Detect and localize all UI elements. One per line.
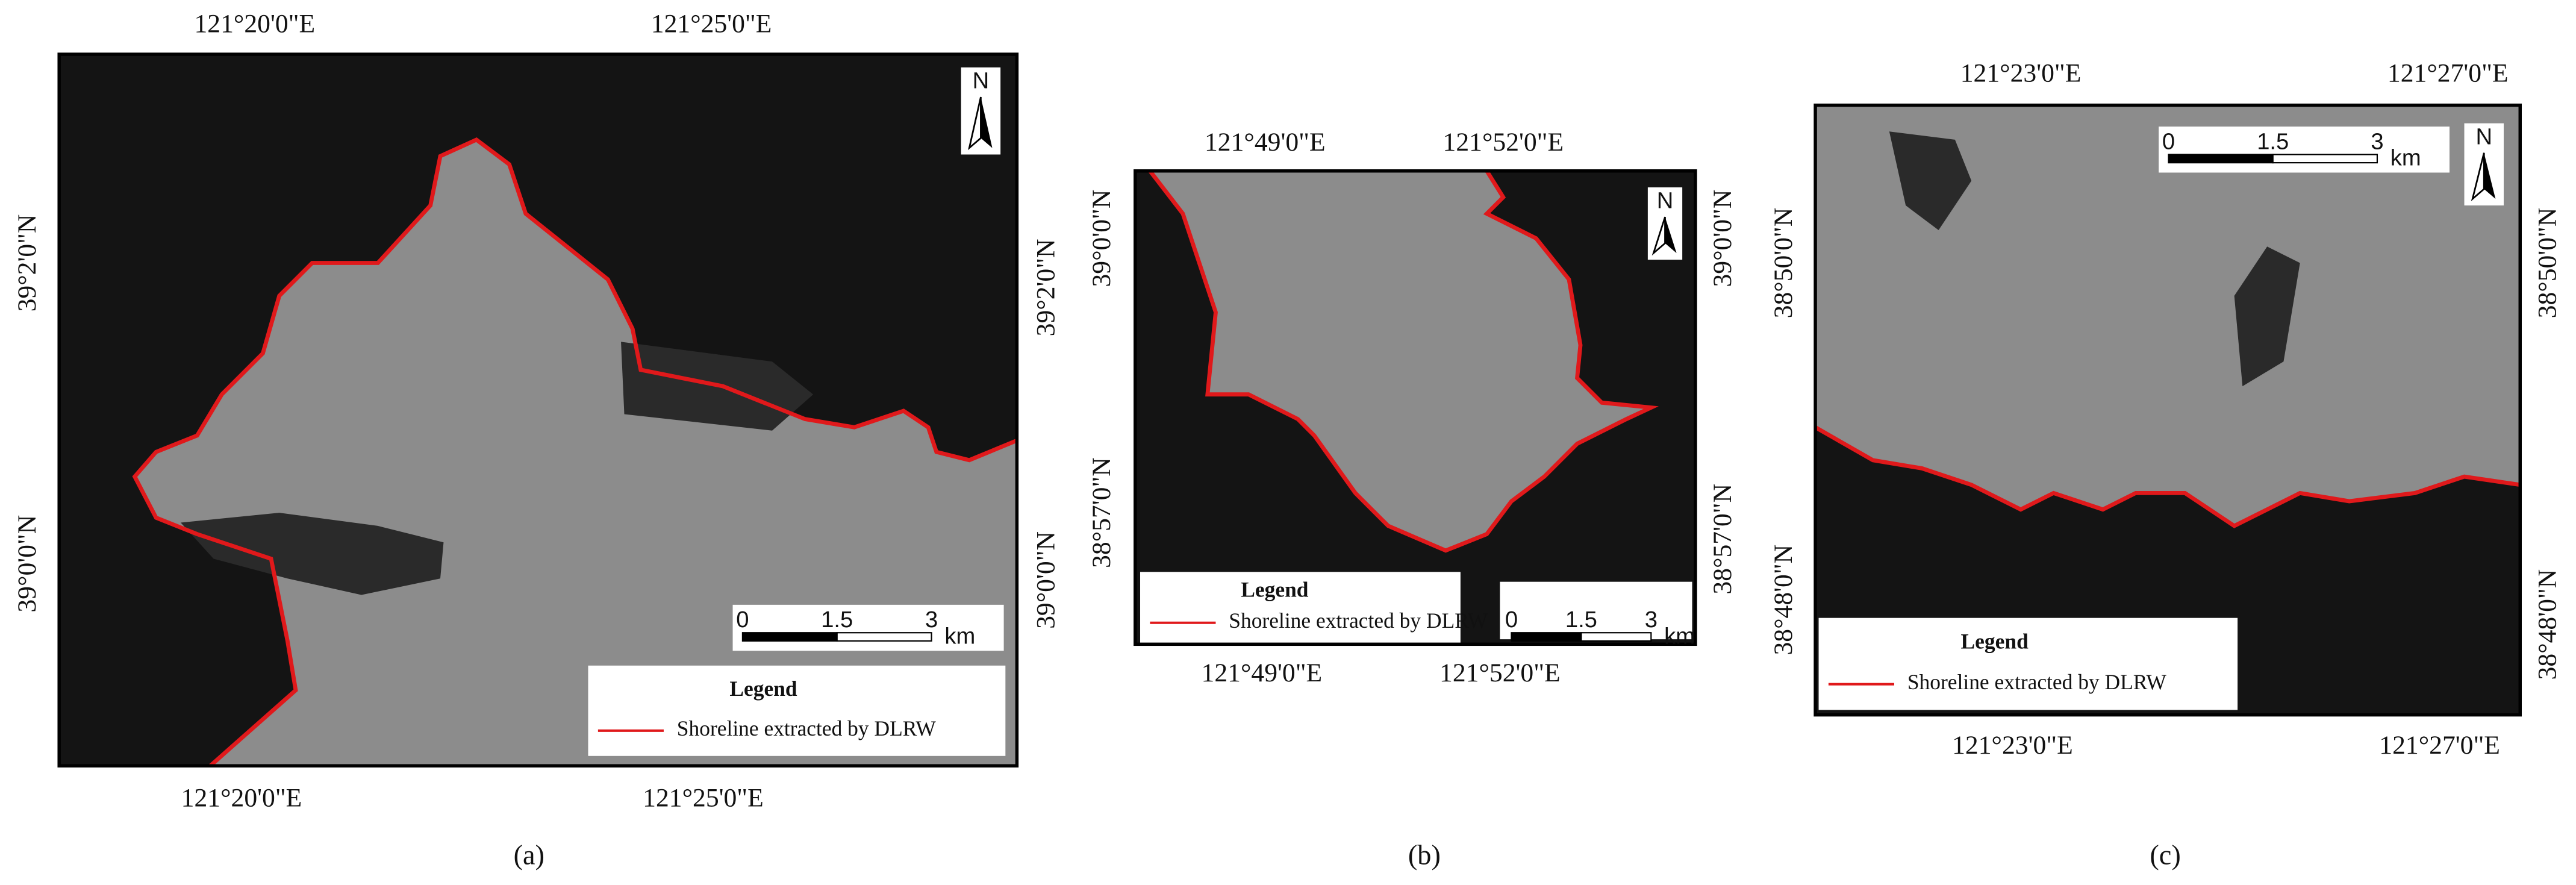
map-frame	[1813, 103, 2522, 717]
right-label: 39°0'0"N	[1031, 531, 1060, 629]
legend-box	[1140, 572, 1461, 643]
scale-unit: km	[2390, 145, 2421, 171]
scale-bar-light	[2272, 154, 2378, 164]
scale-unit: km	[944, 623, 975, 649]
bottom-label: 121°20'0"E	[181, 783, 302, 812]
land	[1150, 170, 1651, 551]
top-label: 121°25'0"E	[651, 10, 772, 39]
legend-box	[1818, 618, 2238, 710]
legend-box	[588, 665, 1006, 756]
scale-label: 1.5	[821, 607, 853, 633]
scale-bar-dark	[741, 632, 838, 642]
scale-label: 1.5	[2257, 128, 2289, 154]
legend-title: Legend	[1241, 577, 1309, 601]
right-label: 38°50'0"N	[2533, 208, 2562, 319]
scale-box	[1500, 581, 1692, 640]
panel-caption: (b)	[1408, 840, 1441, 871]
right-label: 38°57'0"N	[1708, 484, 1737, 595]
scale-unit: km	[1664, 623, 1695, 649]
scale-label: 3	[2371, 128, 2383, 154]
right-label: 39°2'0"N	[1031, 239, 1060, 336]
bottom-label: 121°25'0"E	[643, 783, 764, 812]
left-label: 39°0'0"N	[13, 515, 42, 613]
bottom-label: 121°23'0"E	[1952, 731, 2073, 760]
scale-label: 0	[1505, 607, 1518, 633]
scale-label: 0	[2162, 128, 2175, 154]
scale-box	[732, 604, 1004, 651]
scale-label: 3	[1645, 607, 1658, 633]
top-label: 121°52'0"E	[1443, 128, 1564, 157]
map-frame	[1134, 169, 1697, 646]
shoreline	[1814, 425, 2521, 528]
scale-label: 1.5	[1565, 607, 1597, 633]
left-label: 39°2'0"N	[13, 214, 42, 312]
right-label: 38°48'0"N	[2533, 569, 2562, 680]
scale-label: 3	[925, 607, 938, 633]
left-label: 38°48'0"N	[1769, 545, 1798, 655]
legend-entry: Shoreline extracted by DLRW	[677, 716, 937, 740]
map-panel: 121°49'0"E 121°52'0"E 121°49'0"E 121°52'0"E…	[1087, 128, 1737, 871]
north-arrow	[1665, 217, 1677, 254]
scale-bar-light	[836, 632, 932, 642]
scale-bar-dark	[2168, 154, 2274, 164]
panel-caption: (a)	[514, 840, 544, 871]
north-arrow	[2484, 152, 2496, 199]
bottom-label: 121°27'0"E	[2379, 731, 2500, 760]
shoreline	[132, 137, 1018, 768]
shoreline	[1148, 169, 1659, 553]
left-label: 38°57'0"N	[1087, 457, 1116, 568]
scale-bar-dark	[1511, 632, 1582, 642]
north-label: N	[973, 68, 990, 94]
legend-entry: Shoreline extracted by DLRW	[1907, 670, 2167, 694]
top-label: 121°49'0"E	[1205, 128, 1326, 157]
panel-caption: (c)	[2150, 840, 2180, 871]
legend-entry: Shoreline extracted by DLRW	[1229, 608, 1488, 633]
north-label: N	[2475, 124, 2492, 149]
dark-area	[181, 513, 444, 595]
left-label: 38°50'0"N	[1769, 208, 1798, 319]
top-label: 121°23'0"E	[1960, 59, 2082, 88]
land	[1815, 105, 2521, 526]
right-label: 39°0'0"N	[1708, 190, 1737, 287]
dark-area	[1889, 131, 1972, 230]
scale-box	[2159, 127, 2450, 173]
map-panel: 121°20'0"E 121°25'0"E 121°20'0"E 121°25'0"E…	[13, 10, 1060, 871]
legend-title: Legend	[1961, 630, 2029, 654]
bottom-label: 121°49'0"E	[1202, 658, 1323, 687]
bottom-label: 121°52'0"E	[1439, 658, 1561, 687]
map-panel: 121°23'0"E 121°27'0"E 121°23'0"E 121°27'0"E…	[1769, 59, 2562, 871]
scale-bar-light	[1580, 632, 1652, 642]
legend-title: Legend	[729, 677, 797, 701]
scale-label: 0	[736, 607, 749, 633]
north-arrow	[981, 97, 993, 148]
map-frame	[57, 52, 1019, 768]
north-label: N	[1657, 188, 1674, 214]
top-label: 121°20'0"E	[194, 10, 315, 39]
top-label: 121°27'0"E	[2387, 59, 2509, 88]
left-label: 39°0'0"N	[1087, 190, 1116, 287]
dark-area	[2234, 246, 2300, 387]
